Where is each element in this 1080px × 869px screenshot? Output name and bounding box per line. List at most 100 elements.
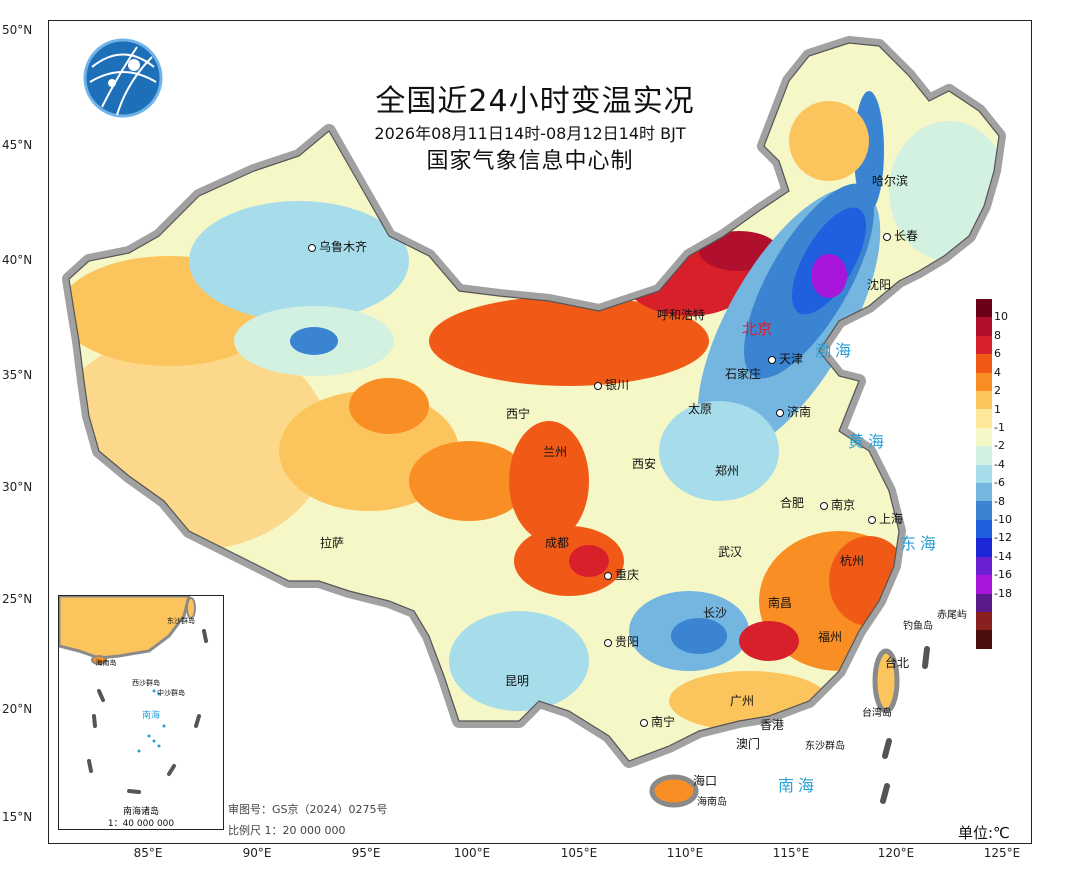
- sea-label: 东海: [900, 534, 941, 553]
- city-dot-icon: [768, 355, 776, 364]
- map-scale: 比例尺 1：20 000 000: [228, 824, 346, 837]
- city-label: 昆明: [505, 674, 530, 688]
- lon-label: 110°E: [666, 846, 704, 860]
- boundary-dashes: [880, 646, 930, 804]
- city-label: 澳门: [736, 737, 761, 751]
- lon-label: 85°E: [133, 846, 163, 860]
- legend-tick-label: -10: [994, 513, 1012, 527]
- legend-tick-label: -16: [994, 568, 1012, 582]
- city-label: 南昌: [768, 596, 793, 610]
- city-label: 广州: [730, 694, 755, 708]
- inset-scale: 1：40 000 000: [107, 819, 175, 829]
- city-label: 重庆: [604, 566, 639, 583]
- legend-tick-label: -8: [994, 494, 1005, 508]
- island-label: 赤尾屿: [937, 610, 967, 621]
- map-frame: [48, 20, 1032, 844]
- legend-color-cell: [976, 354, 992, 373]
- temperature-change-map: [62, 36, 1006, 808]
- city-label: 长沙: [703, 606, 728, 620]
- legend-tick-label: 2: [994, 384, 1001, 398]
- lon-label: 120°E: [877, 846, 915, 860]
- unit-label: 单位:℃: [958, 824, 1010, 842]
- lat-label: 35°N: [2, 368, 33, 382]
- city-label: 西安: [632, 457, 657, 471]
- map-subtitle: 2026年08月11日14时-08月12日14时 BJT: [374, 124, 686, 143]
- city-label: 兰州: [543, 445, 568, 459]
- inset-island-label: 东沙群岛: [167, 617, 195, 625]
- city-label: 香港: [760, 718, 785, 732]
- south-china-sea-inset: 海南岛 西沙群岛 中沙群岛 东沙群岛 南海 南海诸岛 1：40 000 000: [58, 595, 224, 830]
- china-border: [68, 42, 1000, 762]
- lon-label: 125°E: [983, 846, 1021, 860]
- city-dot-icon: [883, 232, 891, 241]
- island-label: 海南岛: [697, 797, 727, 808]
- city-label: 银川: [594, 376, 629, 393]
- city-dot-icon: [308, 243, 316, 252]
- city-label: 济南: [776, 403, 811, 420]
- lon-label: 115°E: [772, 846, 810, 860]
- lon-label: 90°E: [242, 846, 272, 860]
- inset-island-label: 西沙群岛: [132, 679, 160, 687]
- city-dot-icon: [820, 501, 828, 510]
- map-title: 全国近24小时变温实况: [375, 84, 695, 119]
- lon-label: 95°E: [351, 846, 381, 860]
- legend-color-cell: [976, 519, 992, 539]
- city-dot-icon: [604, 571, 612, 580]
- legend-tick-label: 8: [994, 328, 1001, 342]
- color-legend: [976, 299, 992, 649]
- legend-color-cell: [976, 372, 992, 392]
- sea-label: 南海: [778, 776, 819, 795]
- legend-tick-label: -18: [994, 586, 1012, 600]
- legend-tick-label: 6: [994, 347, 1001, 361]
- legend-tick-label: 4: [994, 365, 1001, 379]
- inset-sea-label: 南海: [141, 711, 160, 721]
- lat-label: 45°N: [2, 138, 33, 152]
- map-agency: 国家气象信息中心制: [426, 149, 634, 174]
- city-label: 长春: [883, 227, 918, 244]
- legend-color-cell: [976, 630, 992, 649]
- lat-label: 20°N: [2, 702, 33, 716]
- city-label: 南京: [820, 496, 855, 513]
- lat-label: 30°N: [2, 480, 33, 494]
- legend-color-cell: [976, 593, 992, 612]
- city-label: 武汉: [718, 545, 743, 559]
- city-dot-icon: [868, 515, 876, 524]
- city-label: 沈阳: [867, 278, 892, 292]
- city-label: 贵阳: [604, 633, 639, 650]
- legend-color-cell: [976, 446, 992, 465]
- city-label: 成都: [545, 536, 570, 550]
- city-label: 西宁: [506, 407, 531, 421]
- city-dot-icon: [776, 408, 784, 417]
- legend-color-cell: [976, 538, 992, 557]
- lat-label: 50°N: [2, 23, 33, 37]
- sea-label: 黄海: [848, 432, 889, 451]
- island-label: 钓鱼岛: [903, 621, 933, 632]
- city-label: 台北: [885, 656, 910, 670]
- legend-color-cell: [976, 335, 992, 355]
- city-label: 福州: [818, 630, 843, 644]
- legend-tick-label: -1: [994, 420, 1005, 434]
- inset-map: [59, 596, 208, 794]
- city-label: 天津: [768, 350, 803, 367]
- lat-label: 15°N: [2, 810, 33, 824]
- island-label: 台湾岛: [862, 708, 892, 719]
- legend-tick-label: -6: [994, 476, 1005, 490]
- city-label: 拉萨: [320, 536, 345, 550]
- island-label: 东沙群岛: [805, 741, 845, 752]
- city-label: 太原: [688, 402, 713, 416]
- city-label: 南宁: [640, 713, 675, 730]
- city-label: 海口: [693, 774, 718, 788]
- legend-color-cell: [976, 427, 992, 447]
- legend-color-cell: [976, 299, 992, 318]
- city-label-capital: 北京: [742, 320, 773, 338]
- inset-island-label: 中沙群岛: [157, 689, 185, 697]
- city-label: 哈尔滨: [872, 174, 909, 188]
- inset-island-label: 海南岛: [95, 659, 117, 667]
- legend-tick-label: -2: [994, 439, 1005, 453]
- network-globe-icon: [83, 38, 163, 118]
- taiwan-island: [872, 648, 900, 714]
- city-dot-icon: [594, 381, 602, 390]
- city-dot-icon: [640, 718, 648, 727]
- city-label: 呼和浩特: [657, 308, 706, 322]
- city-label: 郑州: [715, 464, 740, 478]
